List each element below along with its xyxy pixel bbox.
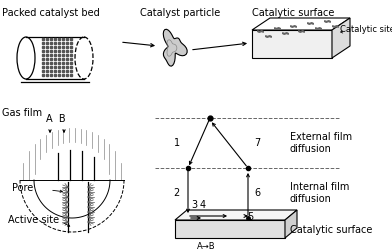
Polygon shape	[252, 18, 350, 30]
Text: Catalytic surface: Catalytic surface	[290, 225, 372, 235]
Text: 4: 4	[200, 200, 206, 210]
Text: 5: 5	[247, 212, 253, 222]
Text: Packed catalyst bed: Packed catalyst bed	[2, 8, 100, 18]
Polygon shape	[332, 18, 350, 58]
Text: Active site: Active site	[8, 215, 59, 225]
Text: Internal film
diffusion: Internal film diffusion	[290, 182, 349, 204]
Text: A→B: A→B	[197, 242, 216, 251]
Polygon shape	[285, 210, 297, 238]
Text: 6: 6	[254, 188, 260, 198]
Text: Catalytic sites: Catalytic sites	[340, 25, 392, 35]
Polygon shape	[175, 220, 285, 238]
Polygon shape	[252, 30, 332, 58]
Text: Catalytic surface: Catalytic surface	[252, 8, 334, 18]
Text: 3: 3	[191, 200, 197, 210]
Text: Pore: Pore	[12, 183, 33, 193]
Text: Catalyst particle: Catalyst particle	[140, 8, 220, 18]
Text: 7: 7	[254, 138, 260, 148]
Polygon shape	[163, 29, 187, 66]
Polygon shape	[175, 210, 297, 220]
Text: A  B: A B	[46, 114, 66, 124]
Text: 2: 2	[174, 188, 180, 198]
Text: Gas film: Gas film	[2, 108, 42, 118]
Text: External film
diffusion: External film diffusion	[290, 132, 352, 154]
Text: 1: 1	[174, 138, 180, 148]
